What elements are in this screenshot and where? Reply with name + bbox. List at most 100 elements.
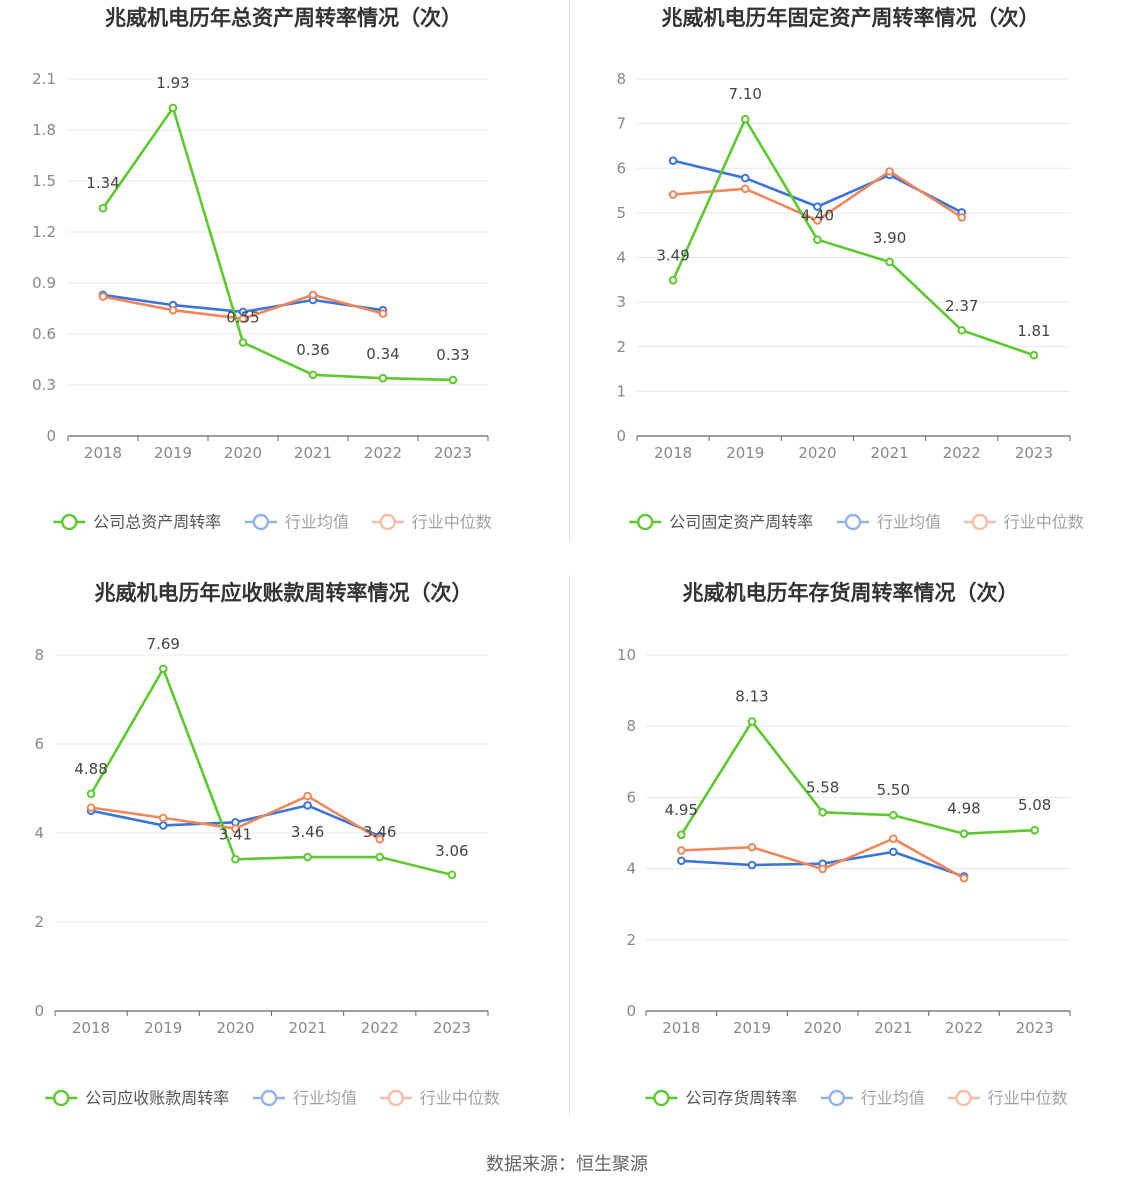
data-point-median: [168, 305, 178, 315]
legend-marker-icon: [61, 513, 78, 531]
data-point-median: [813, 216, 822, 225]
data-label: 0.36: [296, 341, 329, 359]
x-tick-label: 2023: [433, 1019, 471, 1037]
data-label: 3.06: [435, 842, 468, 860]
y-tick-label: 8: [34, 646, 44, 664]
data-point-median: [668, 190, 678, 199]
data-point-median: [885, 167, 894, 176]
x-tick-label: 2019: [733, 1019, 771, 1037]
chart-panel-receivables-turnover: 兆威机电历年应收账款周转率情况（次） 0 2 4 6 8 2018 2019 2020 2021 2…: [0, 575, 567, 1150]
data-point-median: [303, 791, 312, 801]
data-point-avg: [813, 202, 822, 211]
data-label: 0.33: [436, 346, 469, 364]
y-tick-label: 4: [616, 249, 626, 267]
legend-label: 行业均值: [861, 1089, 925, 1108]
chart-inventory-turnover: 兆威机电历年存货周转率情况（次） 0 2 4 6 8 10 2018 2019 2020 2021 2…: [617, 581, 1071, 1108]
y-tick-label: 1.5: [32, 172, 56, 190]
x-tick-label: 2018: [72, 1019, 110, 1037]
y-tick-label: 10: [617, 646, 636, 664]
data-point-company: [231, 854, 240, 864]
x-tick-label: 2023: [1016, 1019, 1054, 1037]
x-tick-label: 2019: [154, 444, 192, 462]
data-point-median: [378, 309, 388, 318]
legend-item: 行业中位数: [371, 513, 492, 532]
data-point-company: [1030, 825, 1039, 835]
legend-label: 行业中位数: [412, 513, 492, 532]
legend-marker-icon: [636, 513, 654, 531]
data-label: 0.34: [366, 345, 399, 363]
x-tick-label: 2018: [662, 1019, 700, 1037]
y-tick-label: 0: [34, 1002, 44, 1020]
data-point-median: [308, 290, 318, 300]
data-point-avg: [747, 860, 757, 870]
data-point-company: [378, 373, 388, 383]
data-label: 7.10: [729, 85, 762, 103]
y-tick-label: 4: [34, 824, 44, 842]
legend-label: 公司总资产周转率: [93, 513, 221, 532]
legend-marker-icon: [252, 513, 270, 531]
x-tick-label: 2023: [1015, 444, 1053, 462]
data-label: 3.41: [219, 825, 252, 843]
data-point-median: [98, 292, 108, 301]
chart-title: 兆威机电历年总资产周转率情况（次）: [105, 6, 462, 30]
data-label: 3.46: [291, 823, 324, 841]
legend-label: 行业中位数: [420, 1089, 500, 1108]
legend-label: 公司应收账款周转率: [85, 1089, 229, 1108]
y-tick-label: 8: [626, 717, 636, 735]
legend-item: 行业中位数: [947, 1089, 1068, 1108]
chart-panel-fixed-asset-turnover: 兆威机电历年固定资产周转率情况（次） 0 1 2 3 4 5 6 7 8 2018 2019 2020 2…: [567, 0, 1134, 575]
legend-marker-icon: [828, 1089, 845, 1107]
data-label: 4.40: [801, 207, 834, 225]
legend-marker-icon: [387, 1089, 404, 1107]
y-tick-label: 7: [616, 115, 626, 133]
data-label: 1.81: [1017, 322, 1050, 340]
data-label: 4.88: [74, 760, 107, 778]
y-tick-label: 0: [616, 427, 626, 445]
data-label: 1.34: [86, 174, 119, 192]
data-label: 5.08: [1018, 796, 1051, 814]
y-tick-label: 0.3: [32, 376, 56, 394]
y-tick-label: 2: [626, 931, 636, 949]
legend-label: 行业均值: [285, 513, 349, 532]
x-tick-label: 2020: [798, 444, 836, 462]
data-label: 3.90: [873, 229, 906, 247]
legend-label: 公司固定资产周转率: [669, 513, 813, 532]
legend-label: 行业中位数: [988, 1089, 1068, 1108]
data-label: 1.93: [156, 74, 189, 92]
data-point-company: [677, 830, 686, 840]
data-point-median: [677, 846, 686, 855]
data-point-company: [86, 789, 96, 799]
data-point-median: [740, 184, 750, 194]
data-label: 3.46: [363, 823, 396, 841]
data-point-company: [158, 664, 168, 674]
legend-label: 公司存货周转率: [685, 1089, 797, 1108]
data-point-company: [448, 375, 458, 385]
data-point-median: [959, 873, 969, 883]
legend-label: 行业均值: [877, 513, 941, 532]
data-point-median: [231, 824, 240, 833]
panel-divider-bottom: [569, 575, 570, 1117]
chart-fixed-asset-turnover: 兆威机电历年固定资产周转率情况（次） 0 1 2 3 4 5 6 7 8 2018 2019 2020 2…: [616, 6, 1083, 532]
data-point-company: [98, 203, 108, 213]
y-tick-label: 1: [616, 382, 626, 400]
data-label: 5.50: [877, 781, 910, 799]
series-line-company: [680, 720, 1035, 836]
y-tick-label: 0: [46, 427, 56, 445]
x-tick-label: 2019: [144, 1019, 182, 1037]
y-tick-label: 4: [626, 860, 636, 878]
legend-item: 行业均值: [820, 1089, 925, 1108]
legend-marker-icon: [53, 1089, 70, 1107]
legend-item: 公司总资产周转率: [53, 513, 221, 532]
chart-panel-total-asset-turnover: 兆威机电历年总资产周转率情况（次） 0 0.3 0.6 0.9 1.2 1.5 1.8 2.1 2…: [0, 0, 567, 575]
y-tick-label: 8: [616, 70, 626, 88]
data-point-median: [86, 803, 96, 812]
data-point-company: [813, 235, 822, 244]
x-tick-label: 2022: [945, 1019, 983, 1037]
x-tick-label: 2022: [361, 1019, 399, 1037]
data-point-company: [168, 103, 178, 113]
legend-item: 公司存货周转率: [645, 1089, 797, 1108]
x-tick-label: 2020: [804, 1019, 842, 1037]
data-point-median: [158, 813, 168, 823]
y-tick-label: 2.1: [32, 70, 56, 88]
chart-legend: 公司存货周转率 行业均值 行业中位数: [645, 1089, 1068, 1108]
